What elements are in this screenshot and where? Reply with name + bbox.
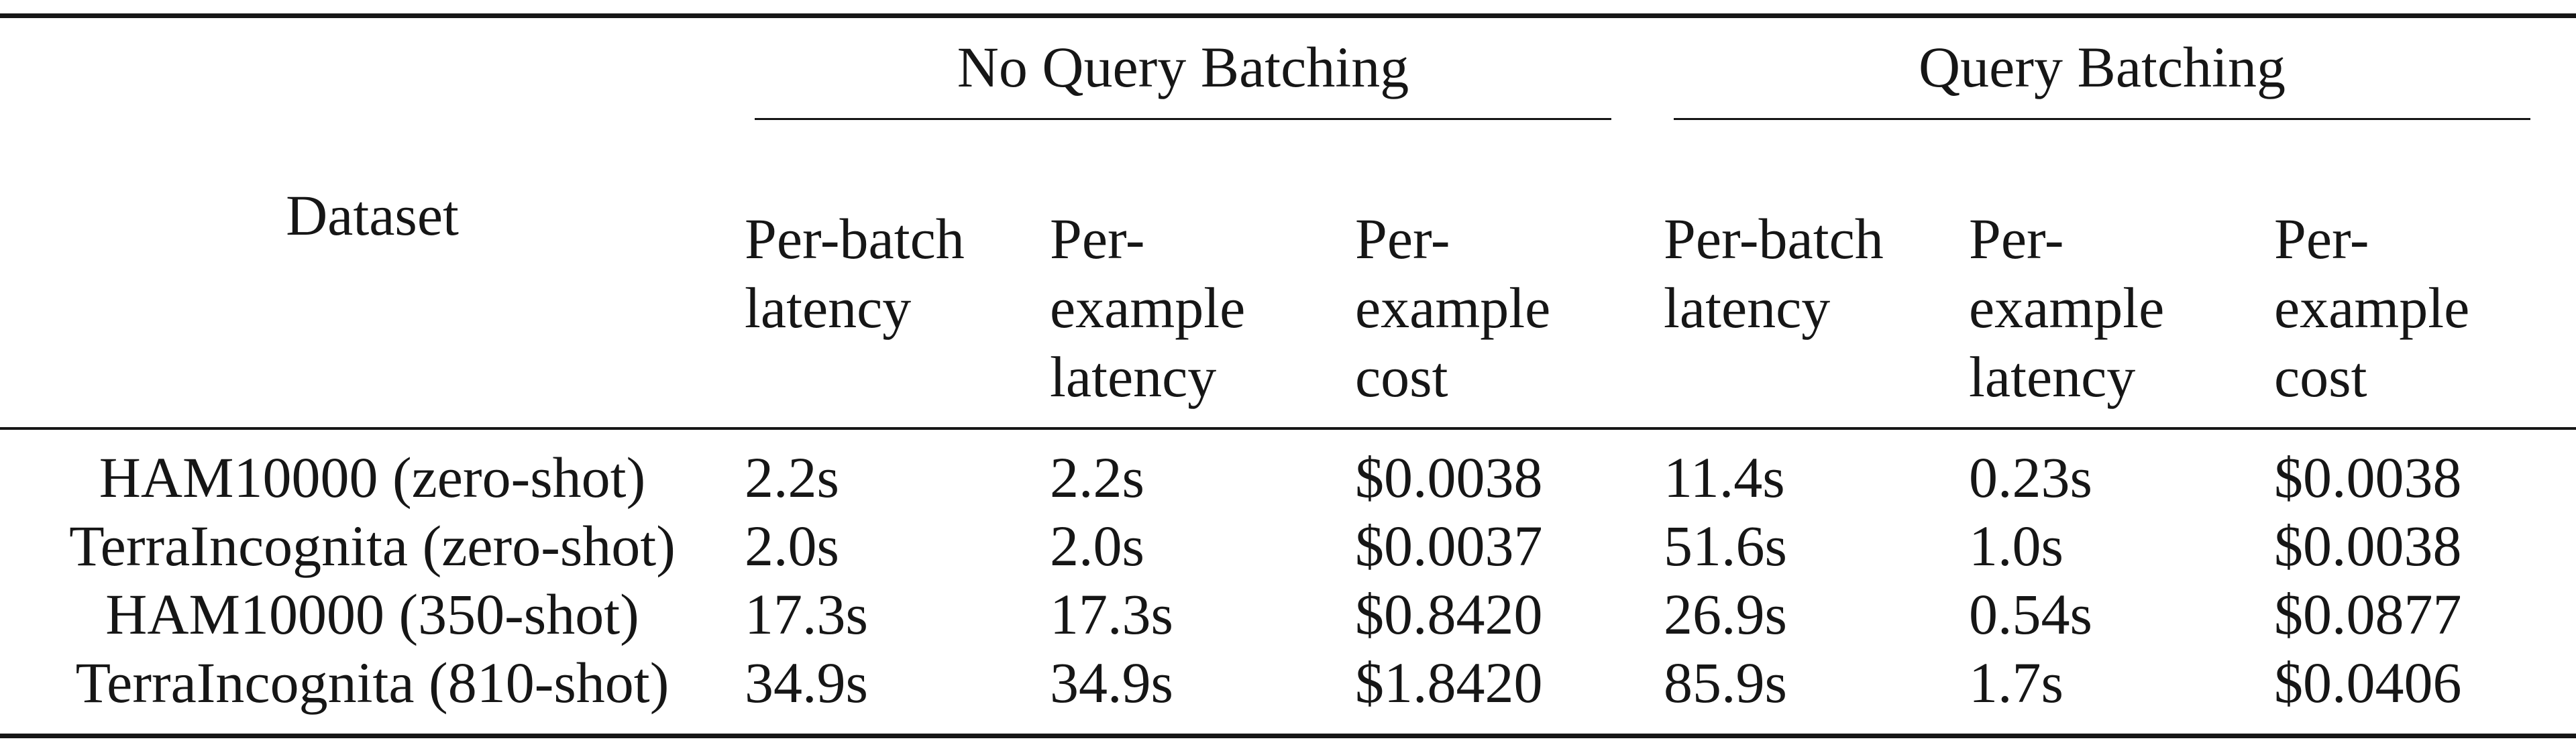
table-cell: 0.23s [1969, 445, 2092, 510]
subheader-nqb-per-example-latency: Per- example latency [1050, 207, 1246, 409]
table-cell: 51.6s [1664, 514, 1787, 578]
table-cell: 17.3s [745, 582, 868, 646]
table-cell: $0.0406 [2274, 650, 2462, 715]
query-batching-group-rule [1674, 118, 2530, 120]
table-cell: 2.2s [1050, 445, 1144, 510]
table-cell: 11.4s [1664, 445, 1785, 510]
table-row-dataset: HAM10000 (350-shot) [105, 582, 639, 646]
table-cell: 2.0s [745, 514, 839, 578]
dataset-column-header: Dataset [286, 183, 459, 247]
table-cell: $0.0877 [2274, 582, 2462, 646]
table-cell: $0.0038 [1355, 445, 1543, 510]
table-cell: 1.0s [1969, 514, 2063, 578]
table-cell: 85.9s [1664, 650, 1787, 715]
table-cell: 34.9s [1050, 650, 1173, 715]
subheader-qb-per-example-cost: Per- example cost [2274, 207, 2470, 409]
table-cell: $0.8420 [1355, 582, 1543, 646]
table-cell: 2.2s [745, 445, 839, 510]
table-cell: $1.8420 [1355, 650, 1543, 715]
table-cell: $0.0037 [1355, 514, 1543, 578]
subheader-nqb-per-batch-latency: Per-batch latency [745, 207, 965, 340]
bottom-rule [0, 734, 2576, 738]
subheader-qb-per-batch-latency: Per-batch latency [1664, 207, 1884, 340]
table-row-dataset: HAM10000 (zero-shot) [99, 445, 646, 510]
table-cell: 2.0s [1050, 514, 1144, 578]
group-header-no-query-batching: No Query Batching [957, 35, 1409, 99]
table-cell: 26.9s [1664, 582, 1787, 646]
table-cell: 34.9s [745, 650, 868, 715]
no-query-batching-group-rule [755, 118, 1611, 120]
table-cell: 1.7s [1969, 650, 2063, 715]
table-row-dataset: TerraIncognita (810-shot) [75, 650, 669, 715]
header-rule [0, 427, 2576, 430]
table-cell: $0.0038 [2274, 514, 2462, 578]
table-cell: 0.54s [1969, 582, 2092, 646]
table-cell: $0.0038 [2274, 445, 2462, 510]
top-rule [0, 13, 2576, 18]
table-cell: 17.3s [1050, 582, 1173, 646]
subheader-nqb-per-example-cost: Per- example cost [1355, 207, 1551, 409]
table-row-dataset: TerraIncognita (zero-shot) [69, 514, 676, 578]
group-header-query-batching: Query Batching [1919, 35, 2286, 99]
subheader-qb-per-example-latency: Per- example latency [1969, 207, 2165, 409]
